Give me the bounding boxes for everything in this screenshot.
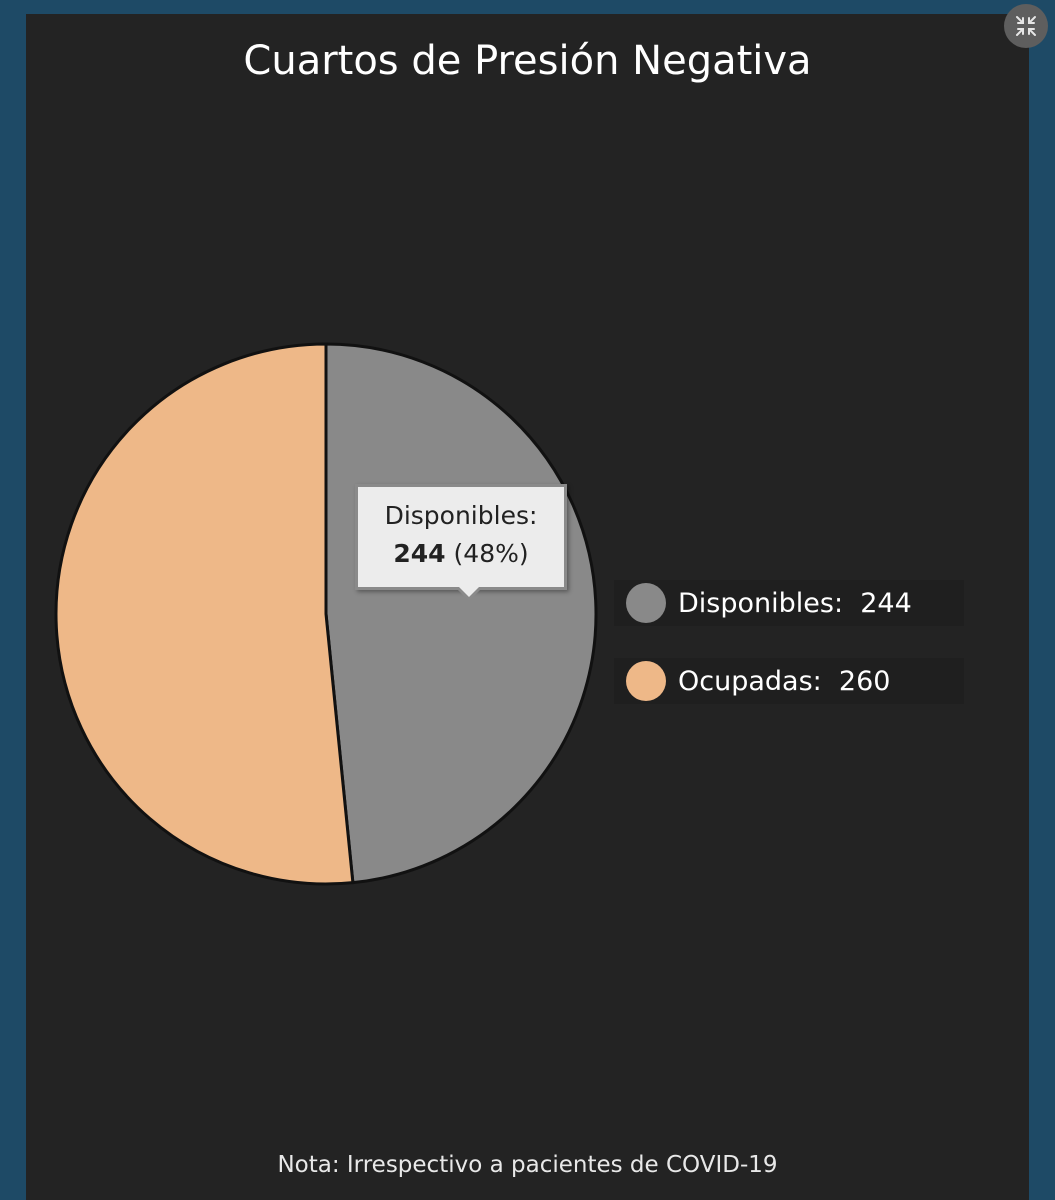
legend-swatch-disponibles <box>626 583 666 623</box>
chart-legend: Disponibles: 244 Ocupadas: 260 <box>614 580 964 736</box>
exit-fullscreen-button[interactable] <box>1004 4 1048 48</box>
legend-label-ocupadas: Ocupadas: 260 <box>678 665 891 697</box>
tooltip-label: Disponibles: <box>384 501 538 530</box>
tooltip-value-line: 244 (48%) <box>358 535 564 573</box>
tooltip-pointer-inner <box>458 586 480 597</box>
collapse-arrows-icon <box>1016 16 1036 36</box>
legend-item-disponibles[interactable]: Disponibles: 244 <box>614 580 964 626</box>
pie-slice-ocupadas[interactable] <box>54 342 355 886</box>
slice-tooltip: Disponibles: 244 (48%) <box>355 484 567 601</box>
legend-item-ocupadas[interactable]: Ocupadas: 260 <box>614 658 964 704</box>
chart-note: Nota: Irrespectivo a pacientes de COVID-… <box>277 1152 778 1178</box>
tooltip-value: 244 <box>393 539 446 568</box>
legend-label-disponibles: Disponibles: 244 <box>678 587 912 619</box>
chart-title: Cuartos de Presión Negativa <box>243 38 812 84</box>
pie-slice-disponibles[interactable] <box>324 342 598 885</box>
tooltip-percent: (48%) <box>453 539 529 568</box>
legend-swatch-ocupadas <box>626 661 666 701</box>
